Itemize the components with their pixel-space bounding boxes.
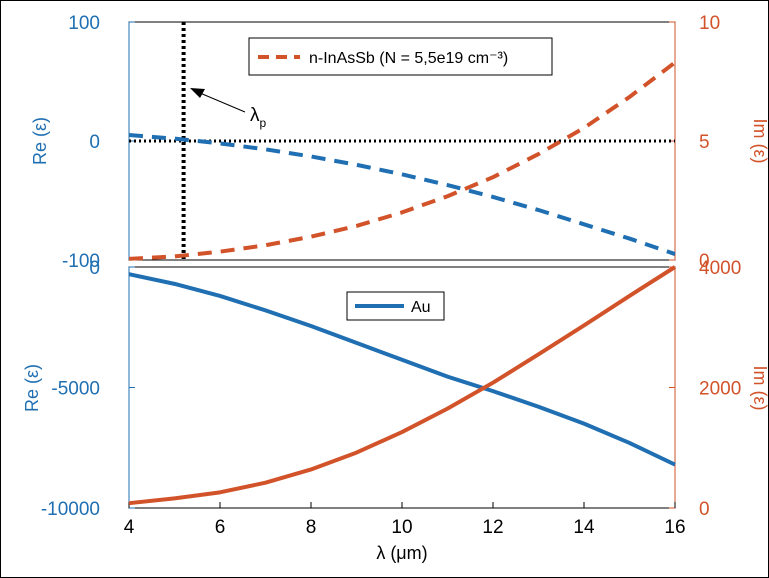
x-tick-label: 16 <box>664 517 685 538</box>
bottom-left-ticks: 0 -5000 -10000 <box>41 258 135 520</box>
left-tick-label: 100 <box>68 13 100 34</box>
x-tick-label: 6 <box>215 517 226 538</box>
bottom-right-axis-title: Im (ε) <box>750 365 769 410</box>
left-tick-label: 0 <box>89 132 100 153</box>
left-tick-label: -5000 <box>51 379 100 400</box>
x-tick-label: 12 <box>482 517 503 538</box>
plasma-annotation: λp <box>190 88 267 130</box>
bottom-left-axis-title: Re (ε) <box>22 364 42 412</box>
top-legend-label: n-InAsSb (N = 5,5e19 cm⁻³) <box>309 50 508 67</box>
right-tick-label: 4000 <box>699 258 741 279</box>
top-panel: 100 0 -100 10 5 0 n-InAsSb (N = 5,5e19 cm⁻³)… <box>30 13 769 272</box>
bottom-panel: 0 -5000 -10000 4000 2000 0 4 6 8 10 12 14 16 Au Re… <box>22 258 769 563</box>
annotation-label-lambda: λ <box>250 105 260 126</box>
right-tick-label: 5 <box>699 132 710 153</box>
annotation-label-subscript: p <box>260 116 267 130</box>
x-tick-label: 4 <box>124 517 135 538</box>
annotation-arrow-shaft <box>199 92 246 113</box>
left-tick-label: 0 <box>89 258 100 279</box>
top-right-ticks: 10 5 0 <box>669 13 720 272</box>
left-tick-label: -100 <box>62 251 100 272</box>
bottom-series-group <box>128 265 677 506</box>
x-tick-label: 10 <box>391 517 412 538</box>
right-tick-label: 2000 <box>699 379 741 400</box>
bottom-legend: Au <box>346 291 445 321</box>
top-left-axis-title: Re (ε) <box>30 117 50 165</box>
top-series-imag-line <box>128 60 677 261</box>
annotation-arrowhead <box>190 88 205 98</box>
top-left-ticks: 100 0 -100 <box>62 13 135 272</box>
x-tick-label: 14 <box>573 517 595 538</box>
top-series-real-line <box>128 133 676 256</box>
bottom-legend-label: Au <box>411 299 431 316</box>
bottom-series-imag-line <box>128 265 677 506</box>
top-right-axis-title: Im (ε) <box>750 118 769 163</box>
bottom-right-ticks: 4000 2000 0 <box>669 258 741 520</box>
right-tick-label: 10 <box>699 13 720 34</box>
right-tick-label: 0 <box>699 251 710 272</box>
top-series-group <box>128 60 677 261</box>
bottom-series-real-line <box>128 272 676 467</box>
annotation-label: λp <box>250 105 267 130</box>
right-tick-label: 0 <box>699 499 710 520</box>
top-legend: n-InAsSb (N = 5,5e19 cm⁻³) <box>248 37 553 76</box>
bottom-x-ticks: 4 6 8 10 12 14 16 <box>124 502 686 538</box>
x-tick-label: 8 <box>306 517 317 538</box>
left-tick-label: -10000 <box>41 499 100 520</box>
x-axis-title: λ (μm) <box>376 543 427 563</box>
